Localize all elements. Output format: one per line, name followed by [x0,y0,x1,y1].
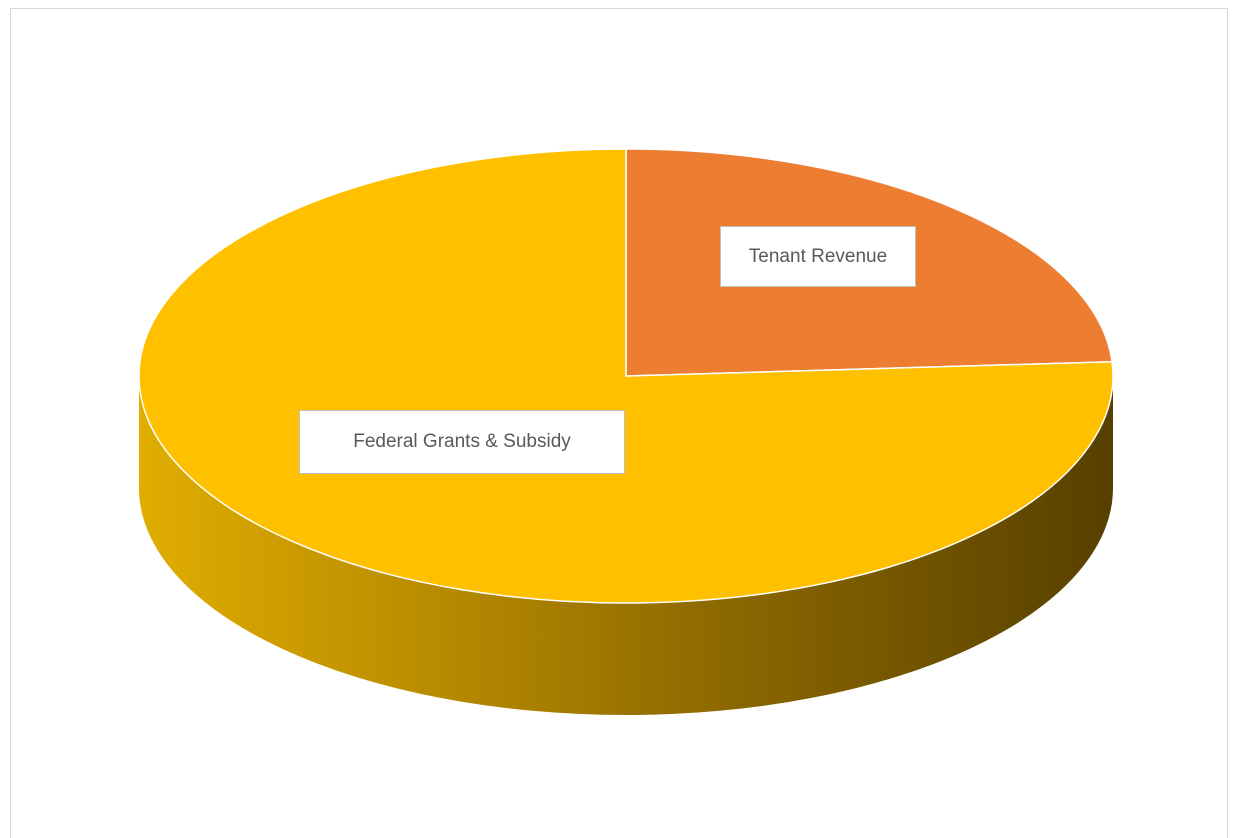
data-label-federal-grants: Federal Grants & Subsidy [299,410,625,474]
pie-side-wall [139,376,1113,715]
pie-side-surface [139,376,1113,715]
pie-top-face [138,148,1114,604]
pie-slice-federal-grants-subsidy [138,148,1114,604]
data-label-tenant-revenue: Tenant Revenue [720,226,916,287]
